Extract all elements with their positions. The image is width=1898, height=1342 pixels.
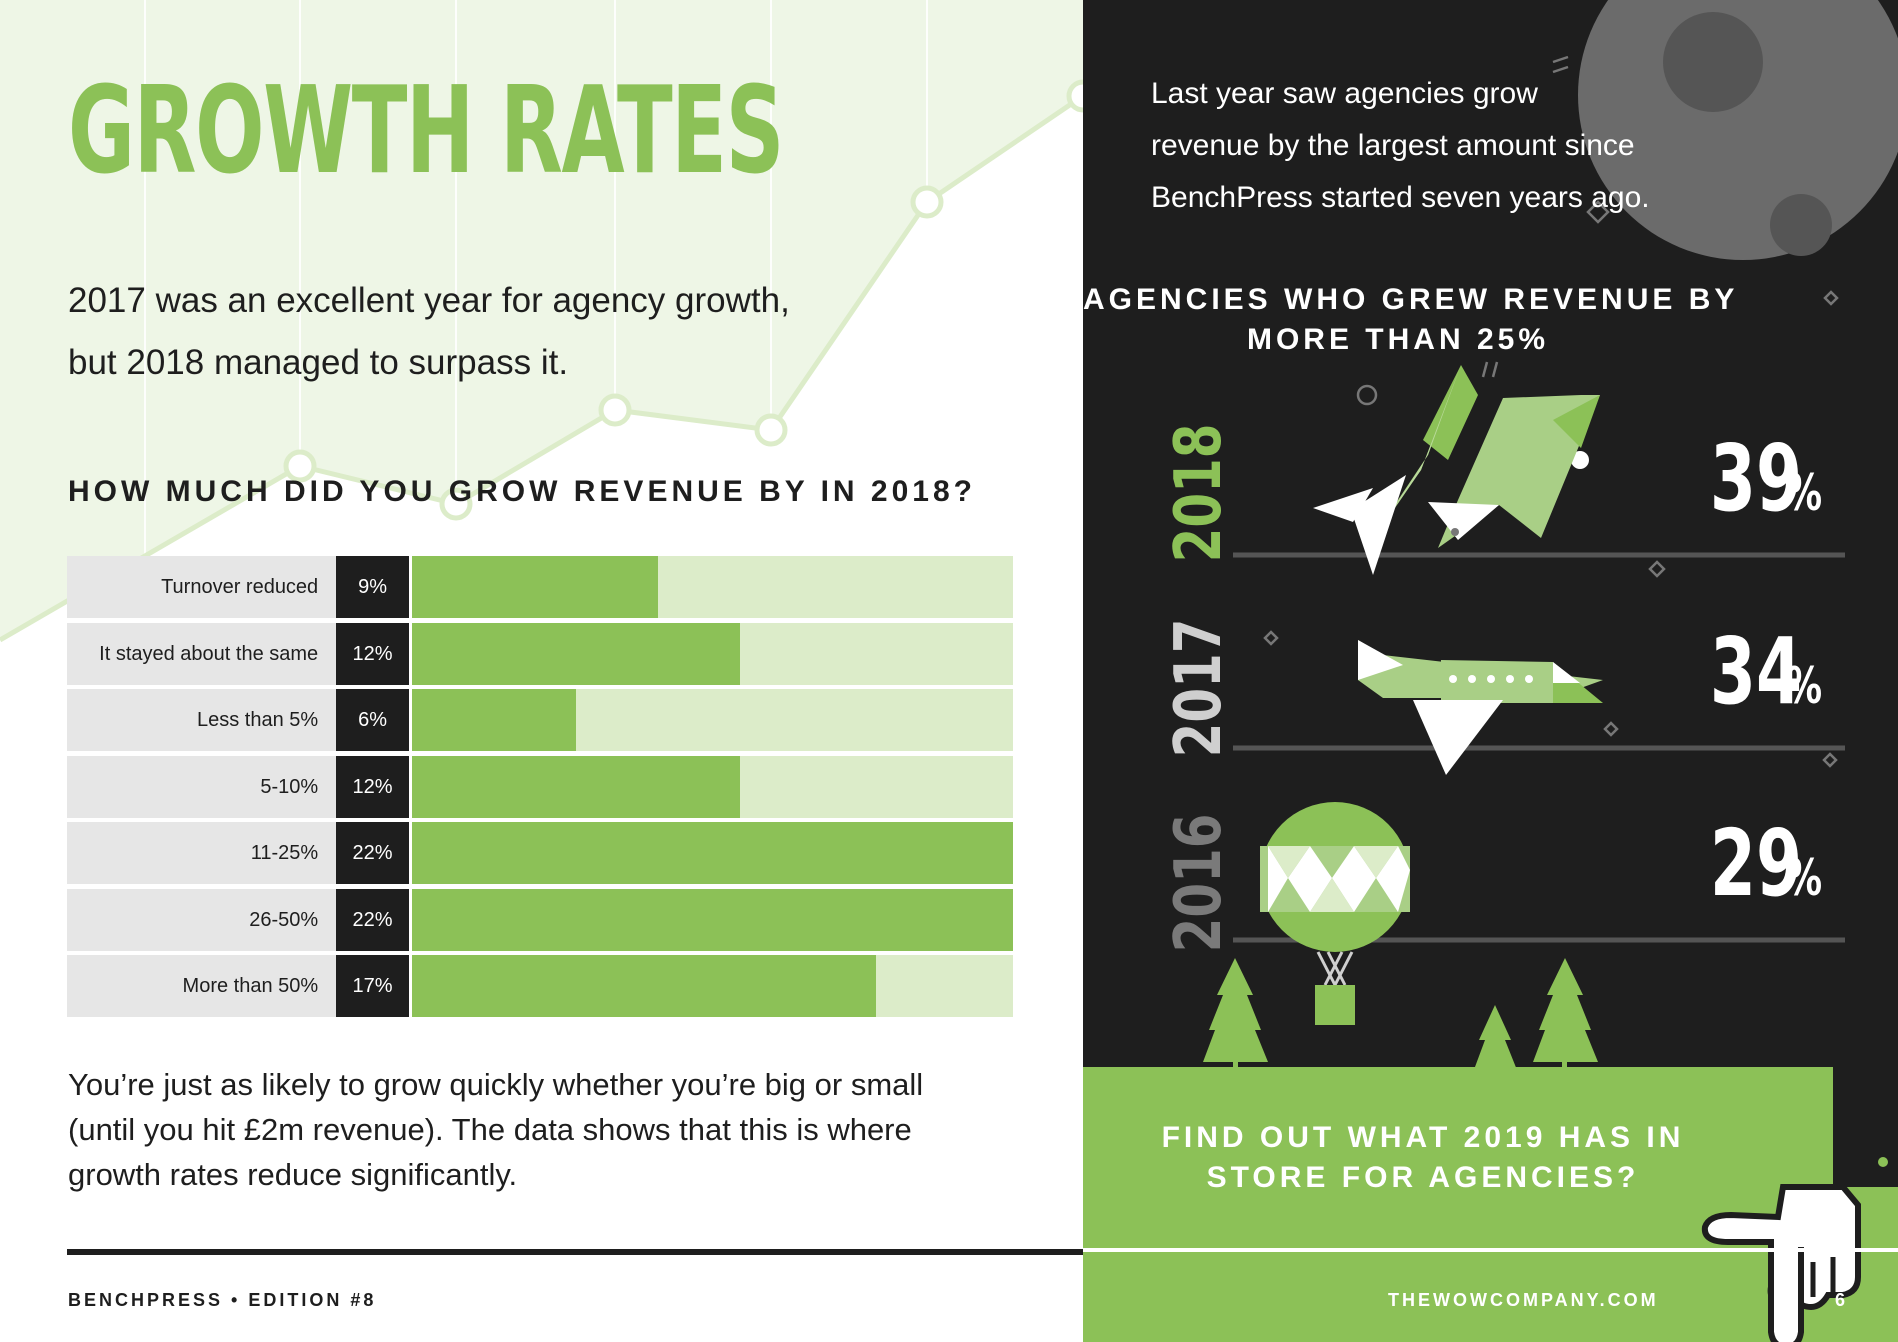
bar [411, 955, 877, 1017]
pointing-hand-icon [1701, 1067, 1898, 1342]
cta-line: STORE FOR AGENCIES? [1206, 1161, 1640, 1194]
bar-value-label: 12% [336, 622, 409, 685]
bar [411, 622, 740, 685]
bar [411, 689, 576, 751]
bar-value-label: 9% [336, 556, 409, 618]
bar-category-label: Less than 5% [67, 689, 337, 751]
hot-air-balloon-icon [1260, 802, 1410, 1025]
bar-track [411, 822, 1013, 884]
bar-category-label: 5-10% [67, 755, 337, 818]
bar [411, 755, 740, 818]
right-intro-line: revenue by the largest amount since [1151, 129, 1635, 162]
year-2017-label: 2017 [1162, 618, 1236, 758]
bar-row: 5-10% 12% [67, 755, 1013, 818]
bar-value-label: 12% [336, 755, 409, 818]
chart-title: HOW MUCH DID YOU GROW REVENUE BY IN 2018… [68, 475, 976, 508]
airplane-icon [1358, 640, 1603, 775]
body-line: (until you hit £2m revenue). The data sh… [68, 1112, 912, 1147]
pct-2017-sign: % [1785, 657, 1822, 715]
body-text: You’re just as likely to grow quickly wh… [68, 1062, 998, 1197]
intro-text: 2017 was an excellent year for agency gr… [68, 270, 848, 394]
bar-row: Less than 5% 6% [67, 689, 1013, 751]
agencies-growth-heading: AGENCIES WHO GREW REVENUE BY MORE THAN 2… [1083, 280, 1739, 360]
cta-line: FIND OUT WHAT 2019 HAS IN [1161, 1121, 1685, 1154]
intro-line: but 2018 managed to surpass it. [68, 343, 569, 382]
right-page: Last year saw agencies grow revenue by t… [1083, 0, 1898, 1342]
bar-track [411, 955, 1013, 1017]
bar-track [411, 556, 1013, 618]
footer-divider-right [1083, 1248, 1898, 1252]
bar [411, 888, 1013, 951]
pct-2016-value: 29 [1709, 810, 1802, 917]
bar-row: 26-50% 22% [67, 888, 1013, 951]
bar [411, 822, 1013, 884]
bar-track [411, 622, 1013, 685]
pct-2016: 29% [1616, 810, 1836, 917]
pct-2016-sign: % [1785, 849, 1822, 907]
bar-value-label: 22% [336, 822, 409, 884]
body-line: You’re just as likely to grow quickly wh… [68, 1067, 924, 1102]
bar-category-label: It stayed about the same [67, 622, 337, 685]
page-number: 6 [1835, 1290, 1846, 1310]
bar-row: More than 50% 17% [67, 955, 1013, 1017]
cta-text: FIND OUT WHAT 2019 HAS IN STORE FOR AGEN… [1083, 1118, 1763, 1198]
footer-divider [67, 1249, 1083, 1255]
bar-category-label: Turnover reduced [67, 556, 337, 618]
pct-2017: 34% [1616, 618, 1836, 725]
year-2018-label: 2018 [1162, 423, 1236, 563]
bar-value-label: 6% [336, 689, 409, 751]
bar-track [411, 755, 1013, 818]
year-2016-label: 2016 [1162, 813, 1236, 953]
bar-value-label: 17% [336, 955, 409, 1017]
bar-category-label: 26-50% [67, 888, 337, 951]
pct-2018: 39% [1616, 425, 1836, 532]
rocket-icon [1313, 365, 1600, 575]
bar-row: 11-25% 22% [67, 822, 1013, 884]
pct-2017-value: 34 [1709, 618, 1802, 725]
bar-value-label: 22% [336, 888, 409, 951]
bar-track [411, 888, 1013, 951]
heading-line: MORE THAN 25% [1246, 323, 1550, 356]
illustration-layer [1203, 0, 1898, 1114]
right-intro-line: Last year saw agencies grow [1151, 77, 1538, 110]
bar [411, 556, 658, 618]
bar-row: Turnover reduced 9% [67, 556, 1013, 618]
bar-category-label: 11-25% [67, 822, 337, 884]
left-page: GROWTH RATES 2017 was an excellent year … [0, 0, 1083, 1310]
moon-icon [1578, 0, 1898, 260]
intro-line: 2017 was an excellent year for agency gr… [68, 281, 790, 320]
bar-track [411, 689, 1013, 751]
heading-line: AGENCIES WHO GREW REVENUE BY [1083, 283, 1739, 316]
bar-row: It stayed about the same 12% [67, 622, 1013, 685]
revenue-growth-bar-chart: Turnover reduced 9% It stayed about the sa… [67, 556, 1013, 1022]
bar-category-label: More than 50% [67, 955, 337, 1017]
page-title: GROWTH RATES [68, 62, 784, 201]
right-intro-text: Last year saw agencies grow revenue by t… [1151, 68, 1751, 224]
cta-band [1083, 1067, 1898, 1342]
pct-2018-sign: % [1785, 464, 1822, 522]
footer-website[interactable]: THEWOWCOMPANY.COM [1388, 1290, 1659, 1310]
body-line: growth rates reduce significantly. [68, 1157, 518, 1192]
footer-edition: BENCHPRESS • EDITION #8 [68, 1290, 377, 1310]
right-intro-line: BenchPress started seven years ago. [1151, 181, 1650, 214]
pct-2018-value: 39 [1709, 425, 1802, 532]
